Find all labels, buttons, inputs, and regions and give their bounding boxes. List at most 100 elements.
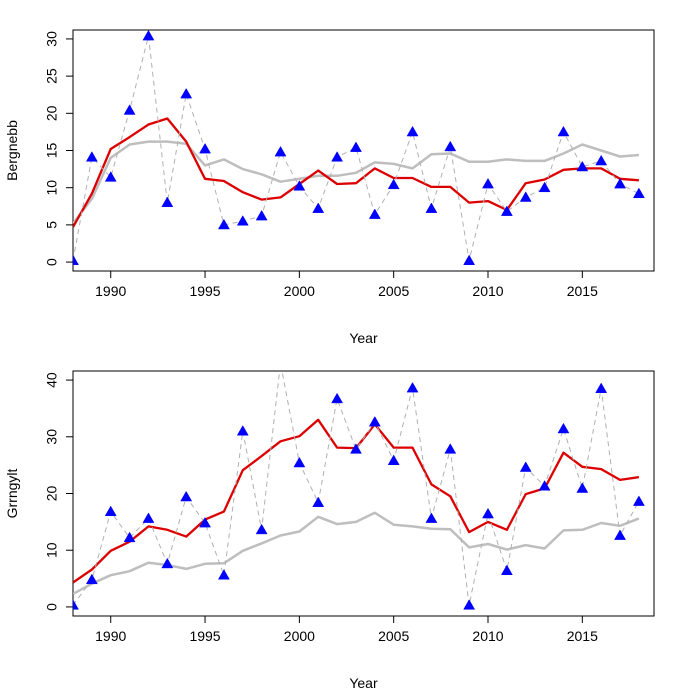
data-point-triangle <box>142 30 155 41</box>
data-point-triangle <box>161 557 174 569</box>
data-point-triangle <box>500 564 513 576</box>
data-point-triangle <box>180 87 193 99</box>
y-axis-label: Bergnebb <box>4 120 20 181</box>
data-point-triangle <box>255 523 268 535</box>
data-point-triangle <box>557 422 570 434</box>
data-point-triangle <box>632 187 645 199</box>
data-point-triangle <box>595 154 608 166</box>
x-tick-label: 2010 <box>472 283 503 299</box>
data-point-triangle <box>293 456 306 468</box>
data-point-triangle <box>425 202 438 213</box>
data-point-triangle <box>217 569 230 580</box>
data-point-triangle <box>161 196 174 207</box>
data-point-triangle <box>236 425 249 436</box>
y-tick-label: 20 <box>44 486 60 502</box>
data-point-triangle <box>387 178 400 190</box>
x-tick-label: 2015 <box>567 628 598 644</box>
y-axis-label: Grrngylt <box>4 469 20 519</box>
series-trend-line <box>73 117 639 228</box>
data-point-triangle <box>350 141 362 152</box>
data-point-triangle <box>576 160 589 172</box>
data-point-triangle <box>73 599 79 610</box>
data-point-triangle <box>236 215 249 226</box>
y-tick-label: 25 <box>44 68 60 84</box>
data-point-triangle <box>331 151 344 162</box>
x-tick-label: 2000 <box>284 283 315 299</box>
data-point-triangle <box>614 529 626 540</box>
plot-area <box>73 30 645 265</box>
data-point-triangle <box>123 531 136 543</box>
y-tick-label: 30 <box>44 31 60 47</box>
series-reference-line <box>73 511 640 596</box>
data-point-triangle <box>557 125 570 137</box>
plot-frame <box>72 29 655 272</box>
y-tick-label: 5 <box>44 221 60 229</box>
data-point-triangle <box>350 443 362 454</box>
data-point-triangle <box>519 191 532 202</box>
x-tick-label: 2005 <box>378 628 409 644</box>
data-point-triangle <box>482 177 494 189</box>
y-tick-label: 0 <box>44 603 60 611</box>
data-point-triangle <box>312 202 325 213</box>
data-point-triangle <box>425 512 438 523</box>
data-point-triangle <box>275 358 286 368</box>
data-point-triangle <box>255 209 268 221</box>
x-tick-label: 1995 <box>189 628 220 644</box>
data-point-triangle <box>293 180 306 191</box>
data-point-triangle <box>387 454 400 465</box>
panel-1: 1990 1995 2000 2005 2010 2015 0 5 10 15 20 25 30 Year… <box>4 29 655 346</box>
data-point-triangle <box>632 495 645 506</box>
data-point-triangle <box>123 104 136 115</box>
data-point-triangle <box>538 181 551 193</box>
y-tick-label: 10 <box>44 542 60 558</box>
data-point-triangle <box>406 125 419 137</box>
data-point-triangle <box>199 143 211 154</box>
data-point-triangle <box>406 382 419 393</box>
data-point-triangle <box>217 218 230 230</box>
data-point-triangle <box>595 382 608 393</box>
data-point-triangle <box>538 480 551 491</box>
y-tick-label: 10 <box>44 180 60 196</box>
y-tick-label: 30 <box>44 429 60 445</box>
data-point-triangle <box>368 416 381 427</box>
data-point-triangle <box>274 145 287 157</box>
y-tick-label: 15 <box>44 143 60 159</box>
y-tick-label: 20 <box>44 105 60 121</box>
data-point-triangle <box>85 573 98 585</box>
x-tick-label: 2000 <box>284 628 315 644</box>
data-point-triangle <box>444 140 457 152</box>
data-point-triangle <box>331 392 344 404</box>
panel-2: 1990 1995 2000 2005 2010 2015 0 10 20 30 40 Year Grr… <box>4 358 655 688</box>
series-reference-line <box>73 140 639 225</box>
x-axis-label: Year <box>349 330 378 346</box>
data-point-triangle <box>482 507 494 519</box>
data-point-triangle <box>463 599 476 610</box>
data-point-triangle <box>500 205 513 216</box>
data-point-triangle <box>463 254 476 265</box>
x-tick-label: 2005 <box>378 283 409 299</box>
x-tick-label: 2015 <box>567 283 598 299</box>
x-tick-label: 1990 <box>95 628 126 644</box>
data-point-triangle <box>104 171 117 182</box>
x-tick-label: 2010 <box>472 628 503 644</box>
data-point-triangle <box>142 512 155 523</box>
series-observed-line <box>73 371 640 606</box>
data-point-triangle <box>73 254 79 265</box>
x-tick-label: 1990 <box>95 283 126 299</box>
data-point-triangle <box>519 461 532 472</box>
data-point-triangle <box>199 516 211 528</box>
data-point-triangle <box>368 208 381 219</box>
x-axis-label: Year <box>349 675 378 688</box>
data-point-triangle <box>85 151 98 162</box>
plot-area <box>73 358 645 610</box>
data-point-triangle <box>104 505 117 517</box>
plot-frame <box>72 370 655 617</box>
y-tick-label: 0 <box>44 258 60 266</box>
data-point-triangle <box>444 443 457 454</box>
data-point-triangle <box>614 177 626 189</box>
data-point-triangle <box>576 482 589 493</box>
data-point-triangle <box>312 496 325 507</box>
y-tick-label: 40 <box>44 372 60 388</box>
x-tick-label: 1995 <box>189 283 220 299</box>
